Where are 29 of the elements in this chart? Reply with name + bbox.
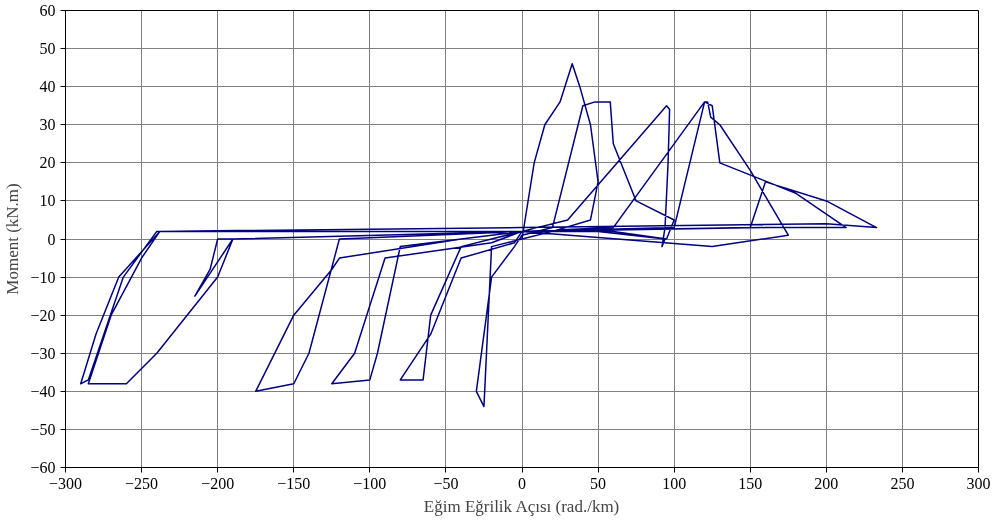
y-tick-label: −50: [30, 420, 56, 438]
x-tick-label: 150: [738, 474, 763, 492]
x-tick-label: −300: [48, 474, 83, 492]
x-tick-label: −150: [277, 474, 311, 492]
y-tick-label: −20: [30, 306, 56, 324]
y-tick-label: 0: [47, 230, 56, 248]
y-tick-label: 60: [39, 2, 56, 19]
y-tick-label: 40: [39, 78, 56, 96]
x-tick-label: −250: [125, 474, 159, 492]
x-tick-label: 250: [890, 474, 915, 492]
y-tick-label: 10: [39, 192, 56, 210]
x-tick-label: 50: [590, 474, 607, 492]
x-tick-label: 300: [966, 474, 991, 492]
x-axis-title: Eğim Eğrilik Açısı (rad./km): [423, 496, 620, 516]
y-tick-label: −10: [30, 268, 56, 286]
x-tick-label: −50: [433, 474, 459, 492]
x-tick-label: 0: [518, 474, 526, 492]
x-tick-label: 100: [662, 474, 687, 492]
y-tick-label: −40: [30, 382, 56, 400]
y-tick-label: 50: [39, 40, 56, 58]
y-axis-title: Moment (kN.m): [3, 183, 23, 295]
x-tick-label: 200: [814, 474, 839, 492]
x-tick-label: −100: [353, 474, 387, 492]
y-tick-label: 20: [39, 154, 56, 172]
x-tick-label: −200: [201, 474, 235, 492]
line-series: [79, 63, 878, 408]
y-tick-label: 30: [39, 116, 56, 134]
y-tick-label: −30: [30, 344, 56, 362]
y-tick-label: −60: [30, 459, 56, 476]
